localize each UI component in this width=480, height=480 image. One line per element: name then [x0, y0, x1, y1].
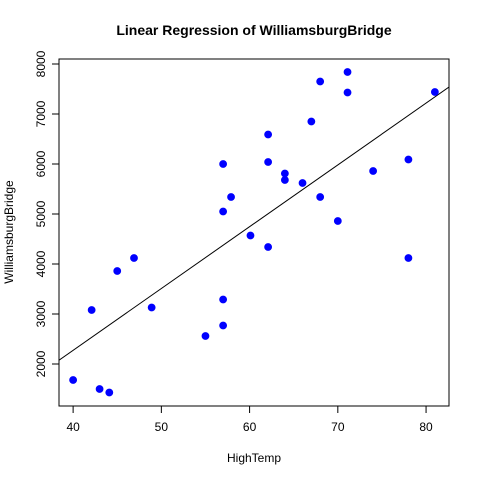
data-point — [280, 169, 289, 178]
data-point — [246, 231, 255, 240]
data-point — [95, 385, 104, 393]
data-point — [316, 77, 325, 86]
data-point — [105, 388, 114, 397]
y-tick-label: 3000 — [34, 300, 48, 327]
data-point — [219, 207, 228, 216]
data-point — [87, 306, 96, 314]
x-axis-label: HighTemp — [227, 451, 281, 465]
chart-title: Linear Regression of WilliamsburgBridge — [116, 22, 391, 38]
plot-frame — [58, 58, 450, 407]
data-point — [307, 117, 316, 126]
data-point — [343, 88, 352, 97]
x-tick-label: 50 — [155, 420, 169, 434]
data-point — [147, 303, 156, 312]
data-point — [333, 217, 342, 225]
data-point — [430, 88, 439, 96]
regression-line — [59, 86, 449, 361]
data-point — [264, 130, 273, 139]
data-point — [201, 332, 210, 340]
data-point — [227, 193, 235, 201]
data-point — [404, 155, 413, 164]
data-point — [369, 167, 378, 175]
x-tick-label: 40 — [66, 420, 80, 434]
y-tick-label: 4000 — [34, 250, 48, 277]
data-point — [316, 193, 325, 201]
y-tick-label: 6000 — [34, 150, 48, 177]
data-point — [113, 267, 122, 275]
y-tick-label: 2000 — [34, 350, 48, 377]
data-point — [219, 295, 228, 304]
data-point — [69, 376, 78, 384]
data-point — [343, 68, 352, 76]
x-tick-label: 70 — [331, 420, 345, 434]
x-tick-label: 60 — [243, 420, 257, 434]
data-point — [219, 321, 228, 330]
data-point — [264, 243, 273, 251]
x-tick-label: 80 — [419, 420, 433, 434]
data-point — [219, 160, 228, 168]
data-point — [130, 254, 138, 262]
plot-area: 40 50 60 70 80 2000 3000 4000 5000 6000 7000 8000 — [34, 50, 450, 434]
data-point — [404, 254, 413, 262]
data-point — [298, 179, 307, 187]
data-point — [280, 176, 289, 184]
y-axis-label: WilliamsburgBridge — [2, 180, 16, 284]
y-tick-label: 7000 — [34, 100, 48, 127]
y-tick-label: 5000 — [34, 200, 48, 227]
data-point — [264, 158, 273, 166]
y-tick-label: 8000 — [34, 50, 48, 77]
